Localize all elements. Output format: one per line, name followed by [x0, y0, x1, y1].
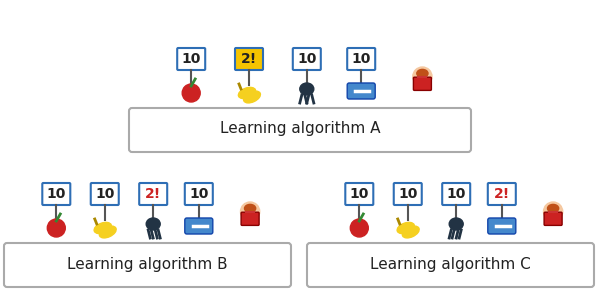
- FancyBboxPatch shape: [185, 183, 213, 205]
- Ellipse shape: [94, 222, 112, 234]
- Ellipse shape: [403, 226, 419, 238]
- Ellipse shape: [244, 91, 260, 103]
- FancyBboxPatch shape: [346, 183, 373, 205]
- Text: 10: 10: [352, 52, 371, 66]
- FancyBboxPatch shape: [442, 183, 470, 205]
- Text: 10: 10: [350, 187, 369, 201]
- Circle shape: [413, 67, 432, 86]
- Ellipse shape: [397, 222, 415, 234]
- FancyBboxPatch shape: [347, 48, 375, 70]
- Text: 2!: 2!: [145, 187, 161, 201]
- FancyBboxPatch shape: [129, 108, 471, 152]
- FancyBboxPatch shape: [488, 183, 516, 205]
- Circle shape: [47, 219, 65, 237]
- FancyBboxPatch shape: [293, 48, 321, 70]
- Ellipse shape: [245, 204, 256, 212]
- Ellipse shape: [449, 218, 463, 230]
- FancyBboxPatch shape: [241, 212, 259, 226]
- FancyBboxPatch shape: [235, 48, 263, 70]
- FancyBboxPatch shape: [4, 243, 291, 287]
- FancyBboxPatch shape: [177, 48, 205, 70]
- FancyBboxPatch shape: [488, 218, 516, 234]
- FancyBboxPatch shape: [394, 183, 422, 205]
- Circle shape: [350, 219, 368, 237]
- Circle shape: [544, 202, 563, 221]
- FancyBboxPatch shape: [139, 183, 167, 205]
- FancyBboxPatch shape: [185, 218, 213, 234]
- FancyBboxPatch shape: [91, 183, 119, 205]
- Text: 10: 10: [398, 187, 418, 201]
- Ellipse shape: [300, 83, 314, 95]
- Ellipse shape: [146, 218, 160, 230]
- Text: 10: 10: [446, 187, 466, 201]
- Text: 10: 10: [189, 187, 208, 201]
- FancyBboxPatch shape: [413, 77, 431, 91]
- Circle shape: [182, 84, 200, 102]
- FancyBboxPatch shape: [42, 183, 70, 205]
- Text: 10: 10: [95, 187, 115, 201]
- Text: 10: 10: [297, 52, 316, 66]
- FancyBboxPatch shape: [307, 243, 594, 287]
- Ellipse shape: [100, 226, 116, 238]
- Text: Learning algorithm C: Learning algorithm C: [370, 256, 531, 272]
- Text: Learning algorithm B: Learning algorithm B: [67, 256, 228, 272]
- Text: 2!: 2!: [241, 52, 257, 66]
- Text: 2!: 2!: [494, 187, 510, 201]
- Text: 10: 10: [47, 187, 66, 201]
- Circle shape: [241, 202, 260, 221]
- Text: Learning algorithm A: Learning algorithm A: [220, 122, 380, 136]
- FancyBboxPatch shape: [347, 83, 375, 99]
- Ellipse shape: [238, 87, 256, 99]
- FancyBboxPatch shape: [544, 212, 562, 226]
- Ellipse shape: [548, 204, 559, 212]
- Text: 10: 10: [182, 52, 201, 66]
- Ellipse shape: [417, 69, 428, 77]
